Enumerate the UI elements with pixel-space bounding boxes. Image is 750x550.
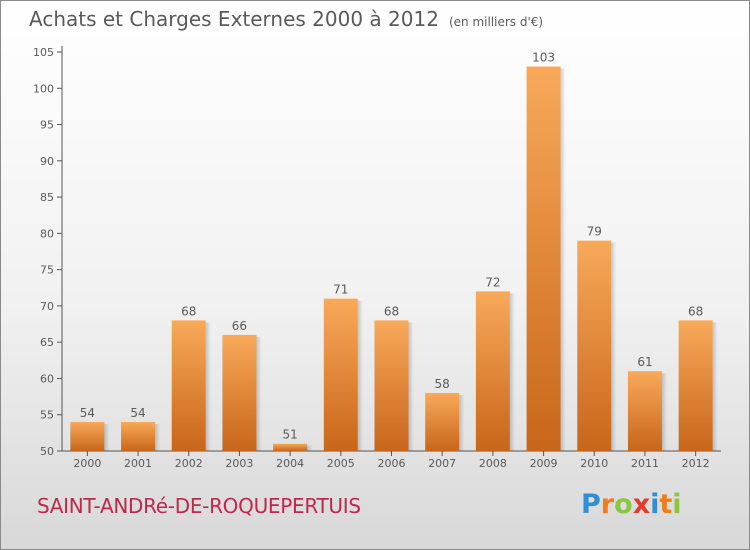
y-tick-label: 75	[40, 264, 54, 277]
bar-shadow	[307, 445, 313, 451]
y-tick-label: 105	[33, 46, 54, 59]
value-label: 66	[232, 319, 247, 333]
x-tick-label: 2007	[428, 457, 456, 470]
x-tick-label: 2002	[175, 457, 203, 470]
logo-letter: t	[659, 489, 673, 520]
value-label: 68	[688, 304, 703, 318]
bar-shadow	[205, 322, 211, 451]
bar-shadow	[357, 300, 363, 451]
bar-shadow	[155, 423, 161, 451]
y-tick-label: 100	[33, 82, 54, 95]
x-tick-label: 2011	[631, 457, 659, 470]
chart-title: Achats et Charges Externes 2000 à 2012 (e…	[29, 7, 543, 31]
y-tick-label: 70	[40, 300, 54, 313]
bar-shadow	[661, 373, 667, 451]
bar	[374, 320, 409, 451]
x-tick-label: 2009	[530, 457, 558, 470]
chart-title-text: Achats et Charges Externes 2000 à 2012	[29, 7, 439, 31]
logo-letter: x	[632, 489, 651, 520]
bar	[222, 334, 257, 451]
proxiti-logo: Proxiti	[581, 489, 682, 520]
value-label: 68	[181, 304, 196, 318]
value-label: 103	[532, 51, 555, 65]
x-tick-label: 2010	[580, 457, 608, 470]
bar	[121, 421, 156, 451]
bar	[475, 291, 510, 451]
value-label: 71	[333, 283, 348, 297]
bar	[577, 240, 612, 451]
x-tick-label: 2004	[276, 457, 304, 470]
x-tick-label: 2005	[327, 457, 355, 470]
bar	[627, 371, 662, 451]
logo-letter: P	[581, 489, 601, 520]
bar	[678, 320, 713, 451]
bar	[526, 66, 561, 451]
logo-letter: r	[600, 489, 615, 520]
logo-letter: i	[650, 489, 660, 520]
bar-shadow	[611, 242, 617, 451]
value-label: 54	[80, 406, 95, 420]
bar	[323, 298, 358, 451]
bar-shadow	[256, 336, 262, 451]
value-label: 61	[637, 355, 652, 369]
x-tick-label: 2000	[73, 457, 101, 470]
y-tick-label: 80	[40, 227, 54, 240]
bar-shadow	[509, 293, 515, 451]
bar-shadow	[459, 394, 465, 451]
value-label: 58	[435, 377, 450, 391]
bar-shadow	[712, 322, 718, 451]
bar-shadow	[408, 322, 414, 451]
bar	[70, 421, 105, 451]
bar-shadow	[560, 68, 566, 451]
bar-shadow	[104, 423, 110, 451]
x-tick-label: 2001	[124, 457, 152, 470]
y-tick-label: 95	[40, 119, 54, 132]
x-tick-label: 2003	[225, 457, 253, 470]
bar	[425, 392, 460, 451]
x-tick-label: 2008	[479, 457, 507, 470]
y-tick-label: 85	[40, 191, 54, 204]
value-label: 79	[587, 225, 602, 239]
logo-letter: o	[614, 489, 633, 520]
y-tick-label: 60	[40, 372, 54, 385]
bar	[273, 443, 308, 451]
value-label: 54	[130, 406, 145, 420]
logo-letter: i	[672, 489, 682, 520]
value-label: 51	[282, 428, 297, 442]
commune-name: SAINT-ANDRé-DE-ROQUEPERTUIS	[37, 494, 361, 518]
x-tick-label: 2012	[682, 457, 710, 470]
value-label: 68	[384, 304, 399, 318]
y-tick-label: 65	[40, 336, 54, 349]
x-tick-label: 2006	[378, 457, 406, 470]
value-label: 72	[485, 275, 500, 289]
y-tick-label: 90	[40, 155, 54, 168]
y-tick-label: 50	[40, 445, 54, 458]
bar	[171, 320, 206, 451]
chart-unit: (en milliers d'€)	[448, 15, 544, 29]
y-tick-label: 55	[40, 409, 54, 422]
